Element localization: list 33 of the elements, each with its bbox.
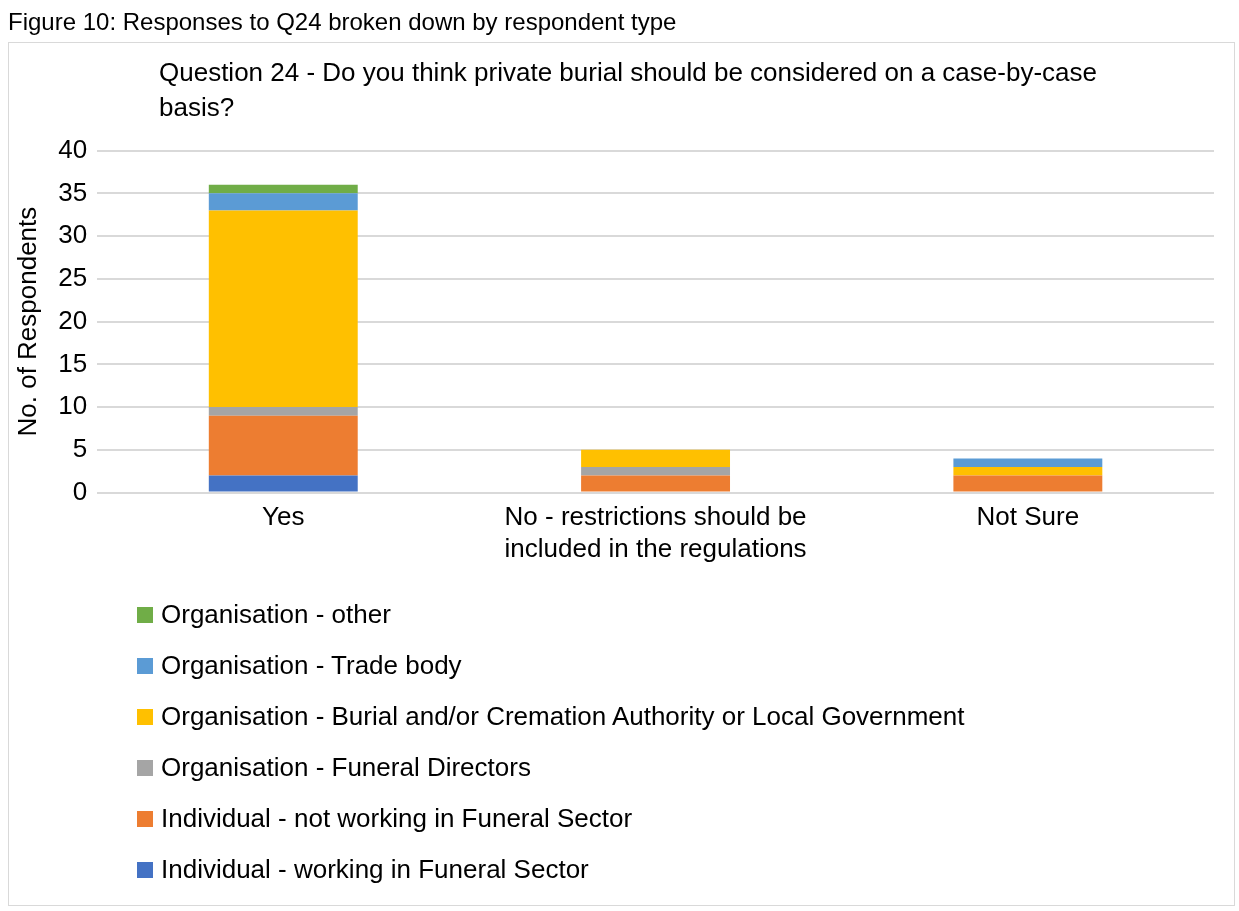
bar bbox=[208, 415, 358, 476]
y-tick-label: 40 bbox=[58, 133, 88, 164]
y-tick-label: 35 bbox=[58, 176, 88, 207]
bar bbox=[581, 475, 731, 492]
x-tick-label: Not Sure bbox=[976, 501, 1080, 532]
legend-label: Organisation - other bbox=[161, 599, 391, 631]
y-tick-label: 25 bbox=[58, 262, 88, 293]
bar bbox=[208, 184, 358, 194]
chart-title: Question 24 - Do you think private burial should be considered on a case-by-case basis? bbox=[159, 56, 1098, 125]
legend-label: Individual - working in Funeral Sector bbox=[161, 854, 589, 886]
bar bbox=[581, 467, 731, 476]
legend-label: Individual - not working in Funeral Sector bbox=[161, 803, 633, 835]
legend-label: Organisation - Burial and/or Cremation Authority or Local Government bbox=[161, 701, 965, 733]
bar bbox=[208, 475, 358, 492]
caption: Figure 10: Responses to Q24 broken down by respondent type bbox=[8, 8, 678, 36]
bar bbox=[581, 450, 731, 468]
y-tick-label: 5 bbox=[72, 433, 88, 464]
x-tick-label: Yes bbox=[262, 501, 305, 532]
bar bbox=[208, 407, 358, 416]
legend-label: Organisation - Trade body bbox=[161, 650, 462, 682]
y-tick-label: 0 bbox=[72, 475, 88, 506]
y-axis-title: No. of Respondents bbox=[11, 206, 42, 437]
y-tick-label: 30 bbox=[58, 219, 88, 250]
bar bbox=[953, 458, 1103, 468]
x-tick-label: No - restrictions should be included in the regulations bbox=[504, 501, 807, 563]
bar bbox=[208, 193, 358, 211]
bar bbox=[953, 475, 1103, 492]
bar bbox=[953, 467, 1103, 476]
y-tick-label: 10 bbox=[58, 390, 88, 421]
legend-label: Organisation - Funeral Directors bbox=[161, 752, 531, 784]
y-tick-label: 15 bbox=[58, 347, 88, 378]
bar bbox=[208, 210, 358, 408]
y-tick-label: 20 bbox=[58, 304, 88, 335]
